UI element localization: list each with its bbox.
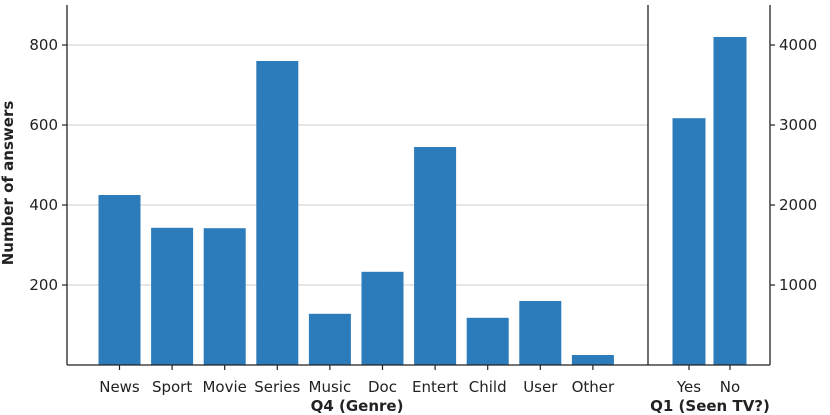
- x-tick-label-series: Series: [254, 378, 300, 396]
- x-tick-label-music: Music: [309, 378, 352, 396]
- right-y-tick-label-4000: 4000: [779, 36, 817, 54]
- tick-labels: News Sport Movie Series Music Doc Entert Child U…: [29, 36, 817, 396]
- bar-seen-tv-no: [713, 37, 747, 365]
- x-tick-label-doc: Doc: [368, 378, 397, 396]
- right-y-tick-label-2000: 2000: [779, 196, 817, 214]
- bar-news: [98, 195, 141, 365]
- bar-seen-tv-yes: [672, 118, 706, 365]
- left-y-tick-label-800: 800: [29, 36, 58, 54]
- bar-other: [571, 355, 614, 365]
- x-tick-label-entert: Entert: [412, 378, 458, 396]
- x-tick-label-user: User: [523, 378, 558, 396]
- bar-movie: [203, 228, 246, 365]
- bar-child: [466, 317, 509, 365]
- bar-doc: [361, 271, 404, 365]
- x-tick-label-seen-tv-yes: Yes: [676, 378, 701, 396]
- right-y-tick-label-3000: 3000: [779, 116, 817, 134]
- bar-sport: [151, 227, 194, 365]
- bar-series: [256, 61, 299, 365]
- left-y-tick-label-200: 200: [29, 276, 58, 294]
- bar-user: [519, 301, 562, 365]
- x-tick-label-sport: Sport: [152, 378, 192, 396]
- x-tick-label-movie: Movie: [202, 378, 246, 396]
- x-axis-title-seen-tv: Q1 (Seen TV?): [650, 397, 770, 415]
- bar-entert: [414, 147, 457, 365]
- right-y-tick-label-1000: 1000: [779, 276, 817, 294]
- bar-music: [308, 313, 351, 365]
- axes: [62, 5, 775, 370]
- grid-lines: [67, 44, 648, 286]
- x-tick-label-news: News: [99, 378, 140, 396]
- left-y-tick-label-400: 400: [29, 196, 58, 214]
- bars: [98, 37, 747, 365]
- x-axis-title-genre: Q4 (Genre): [311, 397, 404, 415]
- x-tick-label-seen-tv-no: No: [720, 378, 740, 396]
- left-y-tick-label-600: 600: [29, 116, 58, 134]
- x-tick-label-other: Other: [572, 378, 615, 396]
- y-axis-title: Number of answers: [0, 101, 17, 266]
- x-tick-label-child: Child: [469, 378, 507, 396]
